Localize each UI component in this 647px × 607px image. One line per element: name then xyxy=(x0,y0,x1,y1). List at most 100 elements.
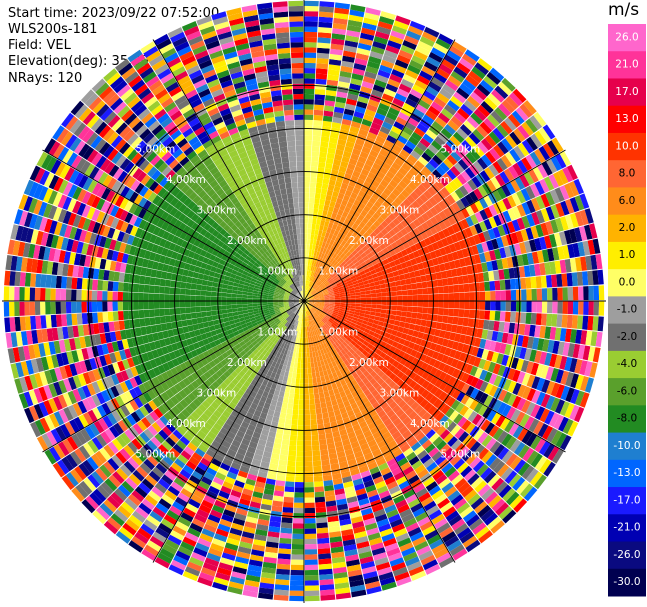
ppi-gate xyxy=(316,177,324,184)
ppi-gate xyxy=(369,285,376,291)
ppi-gate xyxy=(304,295,305,301)
ppi-gate xyxy=(428,196,438,207)
ppi-gate xyxy=(374,200,382,209)
ppi-gate xyxy=(342,113,353,121)
ppi-gate xyxy=(321,183,329,190)
ppi-gate xyxy=(342,254,348,261)
ppi-gate xyxy=(422,301,429,308)
ppi-gate xyxy=(340,349,347,356)
ppi-gate xyxy=(333,320,339,326)
ppi-gate xyxy=(356,355,363,363)
ppi-gate xyxy=(331,323,337,329)
ppi-gate xyxy=(469,456,481,469)
ppi-gate xyxy=(543,443,556,459)
ppi-gate xyxy=(374,79,387,89)
ppi-gate xyxy=(305,264,308,271)
ppi-gate xyxy=(522,447,535,462)
ppi-gate xyxy=(425,364,434,374)
ppi-gate xyxy=(416,233,424,242)
ppi-gate xyxy=(334,302,341,305)
ppi-gate xyxy=(297,362,301,369)
ppi-gate xyxy=(308,249,312,255)
ppi-gate xyxy=(306,244,310,250)
ppi-gate xyxy=(312,140,321,147)
ppi-gate xyxy=(456,325,463,334)
ppi-gate xyxy=(582,271,589,286)
ppi-gate xyxy=(416,123,429,134)
ppi-gate xyxy=(352,337,359,344)
ppi-gate xyxy=(316,288,322,293)
ppi-gate xyxy=(394,275,401,282)
ppi-gate xyxy=(450,268,458,277)
ppi-gate xyxy=(344,309,350,313)
ppi-gate xyxy=(461,343,469,354)
ppi-gate xyxy=(444,183,455,194)
ppi-gate xyxy=(477,504,492,518)
ppi-gate xyxy=(385,282,391,288)
field-label: Field: VEL xyxy=(8,38,71,53)
ppi-gate xyxy=(414,324,421,332)
ppi-gate xyxy=(405,140,417,150)
ppi-gate xyxy=(313,250,318,256)
ppi-gate xyxy=(325,162,333,170)
ppi-gate xyxy=(398,167,408,176)
ppi-gate xyxy=(365,271,372,277)
ppi-gate xyxy=(377,377,385,386)
ppi-gate xyxy=(331,33,346,41)
ppi-gate xyxy=(310,288,315,294)
ppi-gate xyxy=(333,288,339,292)
ppi-gate xyxy=(398,256,406,264)
ppi-gate xyxy=(365,304,372,308)
ppi-gate xyxy=(284,486,295,493)
ppi-gate xyxy=(390,30,406,40)
ppi-gate xyxy=(552,448,564,464)
ppi-gate xyxy=(369,231,377,239)
ppi-gate xyxy=(483,194,493,207)
ppi-gate xyxy=(384,385,392,394)
ppi-gate xyxy=(341,315,348,320)
ppi-gate xyxy=(376,153,387,162)
ppi-gate xyxy=(308,275,311,281)
ppi-gate xyxy=(502,509,517,524)
ppi-gate xyxy=(542,124,556,140)
ppi-gate xyxy=(439,247,447,256)
ppi-gate xyxy=(412,301,418,307)
ppi-gate xyxy=(469,292,475,301)
ppi-gate xyxy=(331,330,337,336)
ppi-gate xyxy=(376,239,384,246)
ppi-gate xyxy=(409,323,416,331)
ppi-gate xyxy=(463,283,470,293)
ppi-gate xyxy=(380,59,395,69)
ppi-gate xyxy=(304,238,308,245)
ppi-gate xyxy=(338,310,344,314)
ppi-gate xyxy=(547,339,555,353)
ppi-gate xyxy=(481,487,495,501)
ppi-gate xyxy=(373,175,383,184)
ppi-gate xyxy=(387,256,394,263)
ppi-gate xyxy=(493,270,500,281)
ppi-gate xyxy=(468,283,475,292)
ppi-gate xyxy=(470,388,480,399)
ppi-gate xyxy=(511,395,522,409)
ppi-gate xyxy=(434,454,446,466)
ppi-gate xyxy=(304,0,319,7)
ppi-gate xyxy=(346,279,353,285)
ppi-gate xyxy=(485,291,491,301)
ppi-gate xyxy=(326,285,332,290)
ppi-gate xyxy=(499,417,511,431)
ppi-gate xyxy=(308,218,313,224)
ppi-gate xyxy=(312,239,317,246)
ppi-gate xyxy=(292,538,304,545)
ppi-gate xyxy=(287,455,296,462)
ppi-gate xyxy=(311,308,315,313)
ppi-gate xyxy=(470,376,479,388)
ppi-gate xyxy=(557,169,569,185)
ppi-gate xyxy=(344,331,351,337)
ppi-gate xyxy=(509,456,522,470)
ppi-gate xyxy=(477,157,488,170)
ppi-gate xyxy=(354,324,361,329)
ppi-gate xyxy=(285,476,295,482)
ppi-gate xyxy=(447,436,458,447)
ppi-gate xyxy=(319,439,327,446)
ppi-gate xyxy=(478,197,489,209)
